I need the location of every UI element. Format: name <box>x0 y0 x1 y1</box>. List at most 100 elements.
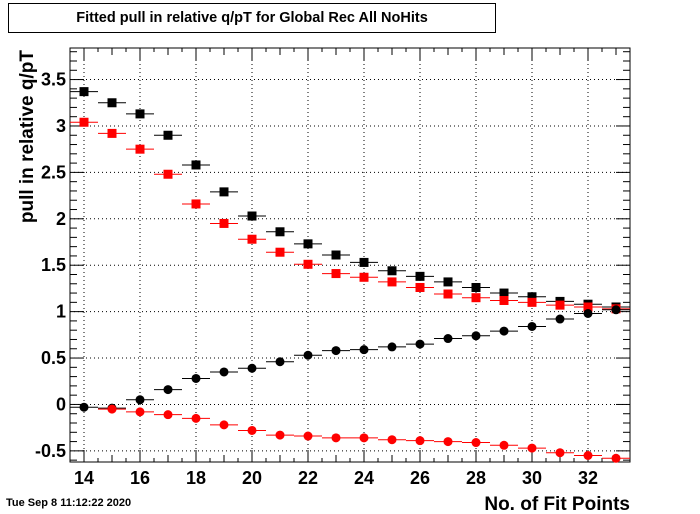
data-point <box>163 130 173 140</box>
data-point <box>359 272 369 282</box>
y-axis-title: pull in relative q/pT <box>17 50 38 224</box>
data-point <box>415 339 425 349</box>
data-point <box>527 292 537 302</box>
y-tick-label: 0.5 <box>41 348 66 368</box>
data-point <box>275 357 285 367</box>
data-point <box>107 98 117 108</box>
data-point <box>443 277 453 287</box>
data-point <box>135 395 145 405</box>
data-point <box>247 363 257 373</box>
data-point <box>499 295 509 305</box>
data-point <box>275 430 285 440</box>
data-point <box>359 257 369 267</box>
data-point <box>443 289 453 299</box>
data-point <box>219 218 229 228</box>
data-point <box>443 437 453 447</box>
data-point <box>611 453 621 463</box>
data-point <box>79 402 89 412</box>
data-point <box>583 451 593 461</box>
data-point <box>387 266 397 276</box>
data-point <box>331 250 341 260</box>
x-tick-label: 18 <box>186 468 206 488</box>
data-point <box>163 410 173 420</box>
data-point <box>163 385 173 395</box>
data-point <box>135 109 145 119</box>
data-point <box>387 342 397 352</box>
x-tick-label: 20 <box>242 468 262 488</box>
data-point <box>135 144 145 154</box>
data-point <box>191 199 201 209</box>
data-point <box>471 331 481 341</box>
x-tick-label: 28 <box>466 468 486 488</box>
data-point <box>247 211 257 221</box>
data-point <box>527 443 537 453</box>
data-point <box>191 373 201 383</box>
x-tick-label: 32 <box>578 468 598 488</box>
data-point <box>471 293 481 303</box>
data-point <box>303 431 313 441</box>
data-point <box>191 413 201 423</box>
x-tick-label: 24 <box>354 468 374 488</box>
data-point <box>79 117 89 127</box>
data-point <box>107 404 117 414</box>
data-point <box>247 425 257 435</box>
data-point <box>527 297 537 307</box>
data-point <box>415 282 425 292</box>
data-point <box>387 277 397 287</box>
x-tick-label: 26 <box>410 468 430 488</box>
data-point <box>387 435 397 445</box>
data-point <box>471 282 481 292</box>
x-tick-label: 14 <box>74 468 94 488</box>
data-point <box>415 271 425 281</box>
data-point <box>275 247 285 257</box>
data-point <box>555 448 565 458</box>
x-tick-label: 22 <box>298 468 318 488</box>
data-point <box>555 314 565 324</box>
y-tick-label: 2 <box>56 209 66 229</box>
timestamp-label: Tue Sep 8 11:12:22 2020 <box>6 497 132 509</box>
data-point <box>583 302 593 312</box>
data-point <box>247 234 257 244</box>
data-point <box>79 87 89 97</box>
y-tick-label: -0.5 <box>35 441 66 461</box>
data-point <box>191 160 201 170</box>
data-point <box>219 187 229 197</box>
data-point <box>359 433 369 443</box>
chart-title: Fitted pull in relative q/pT for Global … <box>8 3 496 33</box>
data-point <box>527 321 537 331</box>
data-point <box>303 259 313 269</box>
data-point <box>583 308 593 318</box>
data-point <box>331 269 341 279</box>
x-axis-title: No. of Fit Points <box>484 494 630 514</box>
data-point <box>219 420 229 430</box>
data-point <box>499 288 509 298</box>
y-tick-label: 3 <box>56 116 66 136</box>
data-point <box>275 227 285 237</box>
data-point <box>331 346 341 356</box>
data-point <box>303 239 313 249</box>
data-point <box>499 440 509 450</box>
y-tick-label: 2.5 <box>41 162 66 182</box>
data-point <box>219 367 229 377</box>
y-tick-label: 0 <box>56 394 66 414</box>
data-point <box>499 326 509 336</box>
data-point <box>611 305 621 315</box>
data-point <box>555 300 565 310</box>
data-point <box>471 438 481 448</box>
x-tick-label: 16 <box>130 468 150 488</box>
y-tick-label: 3.5 <box>41 70 66 90</box>
data-point <box>443 334 453 344</box>
data-point <box>415 436 425 446</box>
series-2 <box>70 117 630 314</box>
y-tick-label: 1 <box>56 302 66 322</box>
data-point <box>107 128 117 138</box>
y-tick-label: 1.5 <box>41 255 66 275</box>
data-point <box>135 407 145 417</box>
data-point <box>303 350 313 360</box>
data-point <box>163 169 173 179</box>
data-point <box>359 345 369 355</box>
data-point <box>331 433 341 443</box>
x-tick-label: 30 <box>522 468 542 488</box>
series-4 <box>98 404 630 463</box>
